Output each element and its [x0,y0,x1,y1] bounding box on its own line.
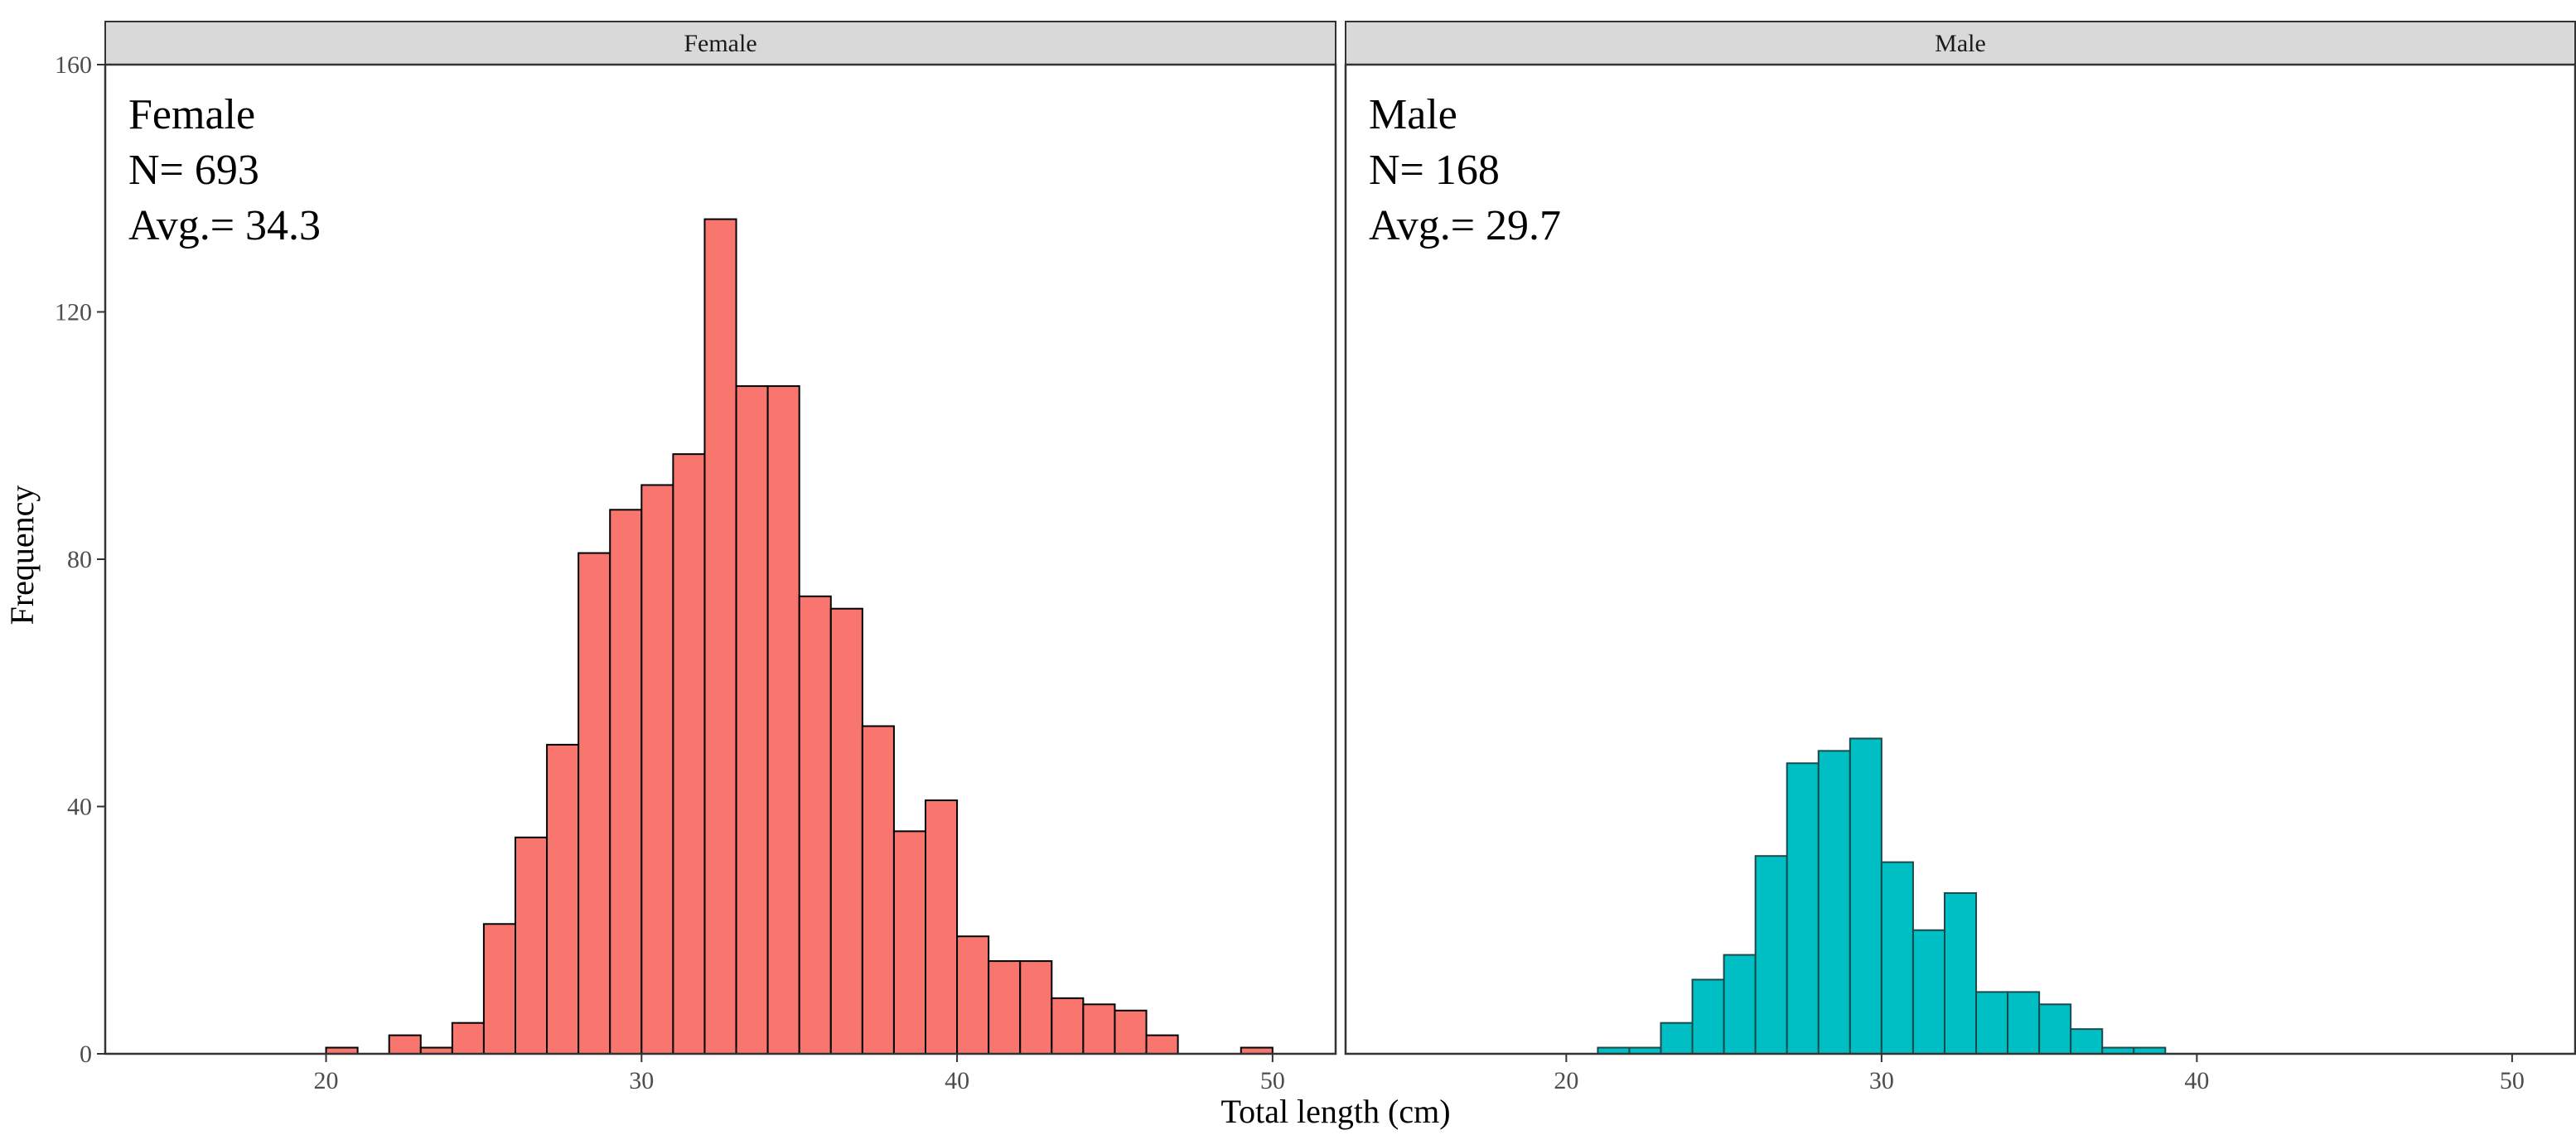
y-tick-label: 160 [55,51,92,79]
histogram-bar [1660,1022,1694,1055]
y-axis-title: Frequency [3,485,41,625]
histogram-bar [1723,954,1757,1055]
histogram-bar [1019,960,1053,1055]
histogram-bar [515,836,549,1055]
annotation-average: Avg.= 29.7 [1369,202,1561,249]
annotation-group-label: Female [128,91,255,138]
x-tick-label: 20 [314,1067,339,1094]
histogram-bar [546,743,580,1055]
x-tick-label: 40 [945,1067,969,1094]
panel-background-male [1346,65,2575,1054]
histogram-bar [1754,855,1788,1055]
histogram-bar [2007,991,2041,1055]
facet-strip-label-male: Male [1935,30,1986,57]
histogram-bar [829,607,863,1055]
histogram-bar [798,595,832,1055]
histogram-bar [1691,978,1725,1055]
histogram-bar [1943,891,1978,1055]
histogram-bar [735,385,769,1055]
histogram-bar [2038,1003,2072,1055]
panel-border-male [1344,63,2576,1055]
histogram-bar [766,385,800,1055]
histogram-bar [1817,750,1851,1055]
x-tick-label: 40 [2184,1067,2209,1094]
histogram-bar [956,935,990,1055]
facet-strip-female [104,21,1336,65]
histogram-bar [672,453,706,1055]
facet-strip-label-female: Female [684,30,756,57]
histogram-bar [578,552,611,1055]
histogram-bar [1082,1003,1116,1055]
y-tick-label: 120 [55,299,92,326]
histogram-bar [451,1022,485,1055]
annotation-group-label: Male [1369,91,1457,138]
histogram-bar [640,484,674,1055]
histogram-bar [1880,861,1914,1055]
histogram-bar [1975,991,2009,1055]
histogram-bar [892,830,927,1055]
histogram-bar [988,960,1022,1055]
histogram-bar [1145,1034,1179,1055]
histogram-bar [609,509,643,1055]
histogram-bar [861,725,895,1055]
x-axis-title: Total length (cm) [1220,1093,1450,1130]
x-tick-label: 50 [2500,1067,2525,1094]
annotation-sample-size: N= 168 [1369,147,1500,194]
histogram-bar [388,1034,422,1055]
x-tick-label: 30 [629,1067,654,1094]
histogram-bar [1114,1009,1148,1055]
histogram-bar [1051,997,1085,1055]
y-tick-label: 80 [67,546,92,573]
y-tick-label: 0 [80,1041,92,1068]
histogram-bar [703,218,737,1055]
histogram-bar [1849,737,1882,1055]
annotation-sample-size: N= 693 [128,147,259,194]
histogram-bar [925,799,959,1055]
y-tick-label: 40 [67,794,92,821]
annotation-average: Avg.= 34.3 [128,202,321,249]
x-tick-label: 50 [1260,1067,1285,1094]
histogram-bar [1786,762,1820,1055]
histogram-bar [2070,1028,2104,1055]
x-tick-label: 20 [1554,1067,1578,1094]
histogram-bar [482,923,517,1055]
x-tick-label: 30 [1869,1067,1894,1094]
histogram-bar [1911,929,1945,1055]
